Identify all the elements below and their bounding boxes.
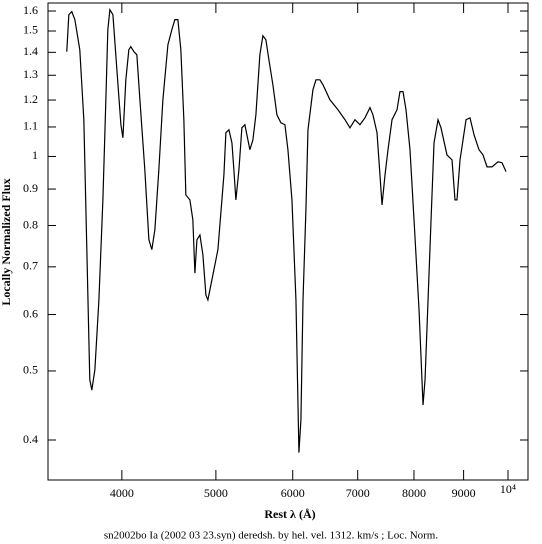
y-tick-label: 0.9 <box>23 181 38 195</box>
y-tick-label: 0.8 <box>23 217 38 231</box>
x-tick-label: 5000 <box>204 486 228 500</box>
caption: sn2002bo Ia (2002 03 23.syn) deredsh. by… <box>104 530 438 542</box>
y-tick-label: 1 <box>32 148 38 162</box>
y-tick-label: 0.4 <box>23 432 38 446</box>
y-tick-label: 1.3 <box>23 67 38 81</box>
y-tick-label: 1.1 <box>23 119 38 133</box>
plot-frame <box>47 2 529 481</box>
x-tick-label: 9000 <box>452 486 476 500</box>
y-tick-label: 1.2 <box>23 92 38 106</box>
y-tick-label: 0.6 <box>23 306 38 320</box>
x-tick-label: 4000 <box>110 486 134 500</box>
y-axis-label: Locally Normalized Flux <box>0 178 13 305</box>
x-tick-label: 10⁴ <box>500 482 516 496</box>
x-tick-label: 8000 <box>402 486 426 500</box>
y-tick-label: 0.5 <box>23 363 38 377</box>
x-axis-label: Rest λ (Å) <box>264 507 315 521</box>
y-tick-label: 1.6 <box>23 3 38 17</box>
x-tick-label: 7000 <box>346 486 370 500</box>
x-tick-label: 6000 <box>281 486 305 500</box>
spectrum-line <box>66 7 507 453</box>
y-tick-label: 1.5 <box>23 23 38 37</box>
y-tick-label: 1.4 <box>23 44 38 58</box>
y-tick-label: 0.7 <box>23 259 38 273</box>
